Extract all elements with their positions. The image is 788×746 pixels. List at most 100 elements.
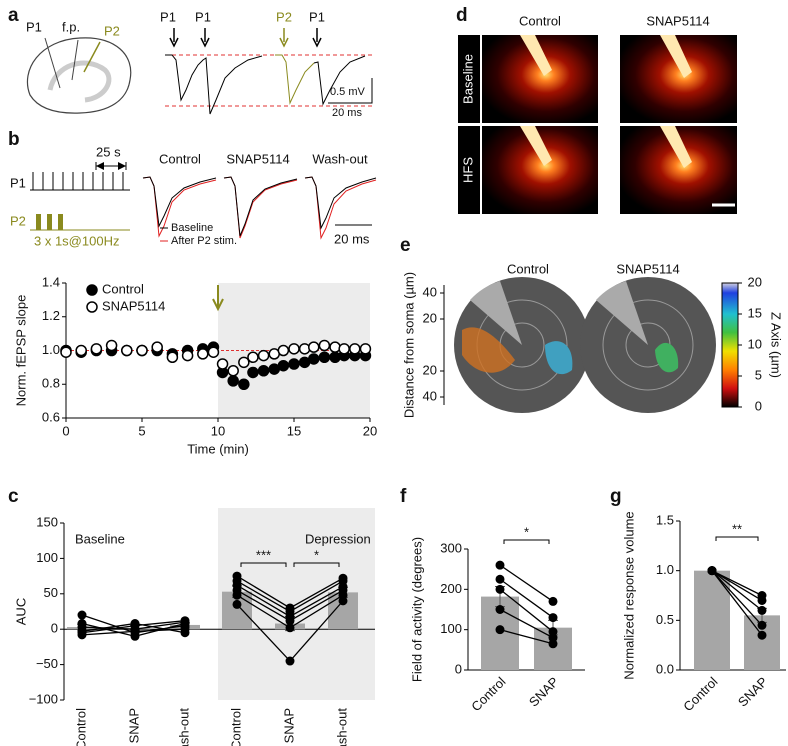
x-tick-label: Control xyxy=(468,674,508,714)
subject-point xyxy=(285,623,295,633)
subject-point xyxy=(707,566,717,576)
y-tick-label: 1.2 xyxy=(42,308,60,323)
trace xyxy=(142,176,217,228)
subject-point xyxy=(495,574,505,584)
interval-label: 25 s xyxy=(96,144,121,159)
group-label: Depression xyxy=(305,531,371,546)
pipette xyxy=(520,35,552,76)
significance-bracket xyxy=(240,562,287,567)
panel-labels: a b c d e f g xyxy=(8,5,622,507)
sketch-label: P1 xyxy=(26,19,42,34)
trace-label: P1 xyxy=(160,9,176,24)
x-tick-label: Wash-out xyxy=(334,708,349,746)
stim-arrow xyxy=(312,28,322,48)
colorbar xyxy=(721,282,739,408)
y-tick-label: 1.4 xyxy=(42,274,60,289)
data-point xyxy=(105,339,118,352)
subject-point xyxy=(757,605,767,615)
panel-label: d xyxy=(456,5,468,26)
pipette xyxy=(660,126,692,168)
x-tick-label: SNAP xyxy=(126,708,141,743)
trace-title: Control xyxy=(159,151,201,166)
legend-label: SNAP5114 xyxy=(102,298,165,313)
subject-line xyxy=(711,570,763,626)
column-title: SNAP5114 xyxy=(616,261,679,276)
subject-point xyxy=(77,626,87,636)
scale-bar xyxy=(328,78,373,104)
pipette-shadow xyxy=(470,281,522,345)
data-point xyxy=(75,344,87,357)
tick-label: 5 xyxy=(755,367,762,382)
subject-point xyxy=(757,595,767,605)
panel-label: c xyxy=(8,486,19,507)
legend-label: Baseline xyxy=(171,222,213,234)
data-point xyxy=(121,344,133,357)
tick-label: 40 xyxy=(423,388,437,403)
significance-label: ** xyxy=(732,521,742,536)
interval-marker xyxy=(118,162,126,170)
legend-label: Control xyxy=(102,281,144,296)
row-title: HFS xyxy=(460,157,475,183)
trace xyxy=(304,176,377,230)
trace-label: P1 xyxy=(309,9,325,24)
y-tick-label: 1.5 xyxy=(656,512,674,527)
subject-point xyxy=(495,584,505,594)
sketch-label: P2 xyxy=(104,23,120,38)
bar xyxy=(694,570,730,670)
electrode xyxy=(44,37,61,89)
y-tick-label: 100 xyxy=(36,550,58,565)
electrode xyxy=(83,41,101,73)
data-point xyxy=(166,351,179,363)
panel-b-protocol: 25 s P1 P2 3 x 1s@100Hz Control SNAP5114… xyxy=(10,144,377,248)
subject-point xyxy=(495,605,505,614)
trace xyxy=(275,54,315,105)
y-tick-label: 0.0 xyxy=(656,661,674,676)
significance-label: *** xyxy=(256,547,271,562)
x-tick-label: 15 xyxy=(287,423,301,438)
subject-point xyxy=(548,596,558,606)
panel-d: Control SNAP5114 Baseline HFS xyxy=(458,13,737,214)
data-point xyxy=(257,349,270,362)
stim-label: P2 xyxy=(10,213,26,228)
y-axis-title: AUC xyxy=(13,598,28,625)
pipette xyxy=(520,126,552,166)
data-point xyxy=(308,353,320,365)
data-point xyxy=(298,343,311,355)
activity xyxy=(462,327,515,373)
data-point xyxy=(318,339,331,352)
y-tick-label: 1.0 xyxy=(42,342,60,357)
subject-point xyxy=(338,596,348,606)
activity xyxy=(545,341,573,375)
tick-label: 10 xyxy=(748,336,762,351)
stim-block xyxy=(58,214,63,230)
column-title: Control xyxy=(507,261,549,276)
data-point xyxy=(288,343,300,355)
subject-point xyxy=(77,619,87,629)
trace-title: SNAP5114 xyxy=(226,151,289,166)
subject-line xyxy=(711,570,763,602)
y-tick-label: 150 xyxy=(36,514,58,529)
data-point xyxy=(216,358,229,370)
y-tick-label: −50 xyxy=(36,656,58,671)
significance-label: * xyxy=(314,547,319,562)
subject-line xyxy=(499,564,554,602)
significance-bracket xyxy=(293,562,340,567)
subject-point xyxy=(757,620,767,630)
pipette xyxy=(660,35,692,78)
subject-point xyxy=(495,625,505,635)
y-tick-label: −100 xyxy=(29,691,58,706)
tick-label: 40 xyxy=(423,284,437,299)
subject-point xyxy=(548,639,558,649)
hippocampus xyxy=(47,60,112,103)
data-point xyxy=(288,358,300,370)
panel-label: b xyxy=(8,129,20,150)
y-axis-title: Normalized response volume xyxy=(621,511,636,679)
axis-title: Distance from soma (µm) xyxy=(401,272,416,418)
stim-block xyxy=(36,214,41,230)
trace xyxy=(313,55,366,106)
legend-marker xyxy=(86,301,98,313)
sketch-label: f.p. xyxy=(62,19,80,34)
subject-point xyxy=(180,619,190,629)
polar-ring xyxy=(602,299,694,391)
column-title: SNAP5114 xyxy=(646,13,709,28)
